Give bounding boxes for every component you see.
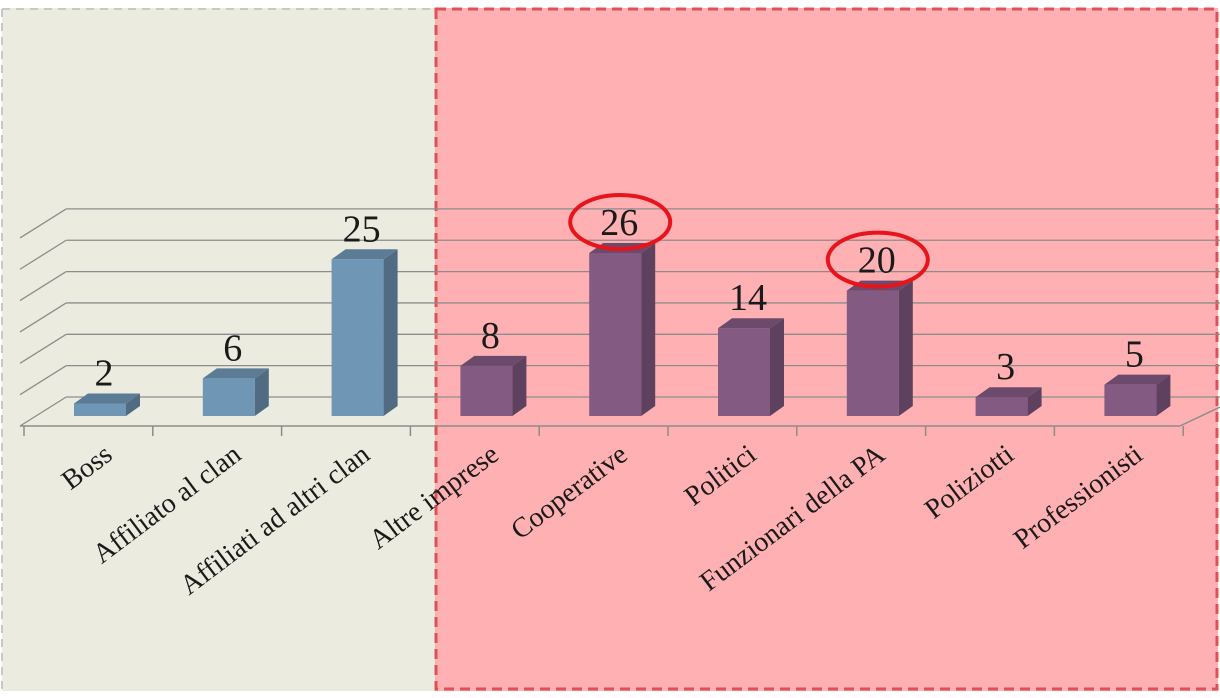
value-label: 2	[95, 352, 114, 394]
bar-3	[460, 355, 527, 416]
bars-layer	[74, 242, 1171, 416]
bar-side	[1156, 374, 1171, 416]
value-label: 20	[858, 240, 896, 282]
bar-side	[126, 393, 140, 416]
bar-front	[975, 397, 1028, 416]
highlight-circle	[825, 230, 930, 289]
bar-8	[1104, 374, 1171, 416]
bar-0	[74, 393, 140, 416]
grid-diagonal	[19, 208, 67, 239]
value-label: 3	[996, 346, 1015, 388]
bar-top	[1104, 374, 1171, 385]
grid-diagonal	[19, 302, 67, 333]
grid-diagonal	[19, 271, 67, 302]
right-background-panel	[435, 8, 1218, 691]
bar-front	[74, 403, 126, 416]
bar-2	[331, 249, 398, 416]
floor-right-edge	[1179, 406, 1220, 427]
bar-front	[331, 259, 384, 416]
bar-top	[331, 249, 398, 260]
bar-top	[718, 318, 784, 329]
value-label: 26	[600, 202, 638, 244]
bar-side	[512, 355, 527, 416]
value-label: 25	[343, 208, 381, 250]
grid-diagonal	[19, 239, 67, 270]
bar-side	[641, 242, 656, 416]
bar-front	[202, 378, 255, 416]
bar-top	[74, 393, 140, 404]
bar-top	[975, 387, 1042, 398]
bar-7	[975, 387, 1042, 416]
highlight-circle	[568, 192, 673, 251]
value-label: 14	[729, 277, 767, 319]
value-label: 5	[1125, 334, 1144, 376]
grid-diagonal	[19, 396, 67, 427]
bar-top	[460, 355, 527, 366]
value-label: 6	[223, 327, 242, 369]
bar-side	[254, 368, 269, 416]
bar-5	[718, 318, 784, 416]
grid-diagonal	[19, 365, 67, 396]
bar-top	[202, 368, 269, 379]
bar-side	[383, 249, 398, 416]
bar-front	[718, 328, 770, 416]
bar-side	[770, 318, 784, 416]
bar-side	[1027, 387, 1042, 416]
bar-front	[460, 365, 513, 416]
bar-side	[898, 280, 913, 416]
bar-front	[846, 290, 899, 416]
bar-4	[589, 242, 656, 416]
bar-6	[846, 280, 913, 416]
bar-1	[202, 368, 269, 416]
right-panel-dashed-border	[434, 7, 1219, 691]
value-label: 8	[481, 315, 500, 357]
grid-diagonal	[19, 333, 67, 364]
bar-front	[589, 252, 642, 416]
bar-front	[1104, 384, 1157, 416]
